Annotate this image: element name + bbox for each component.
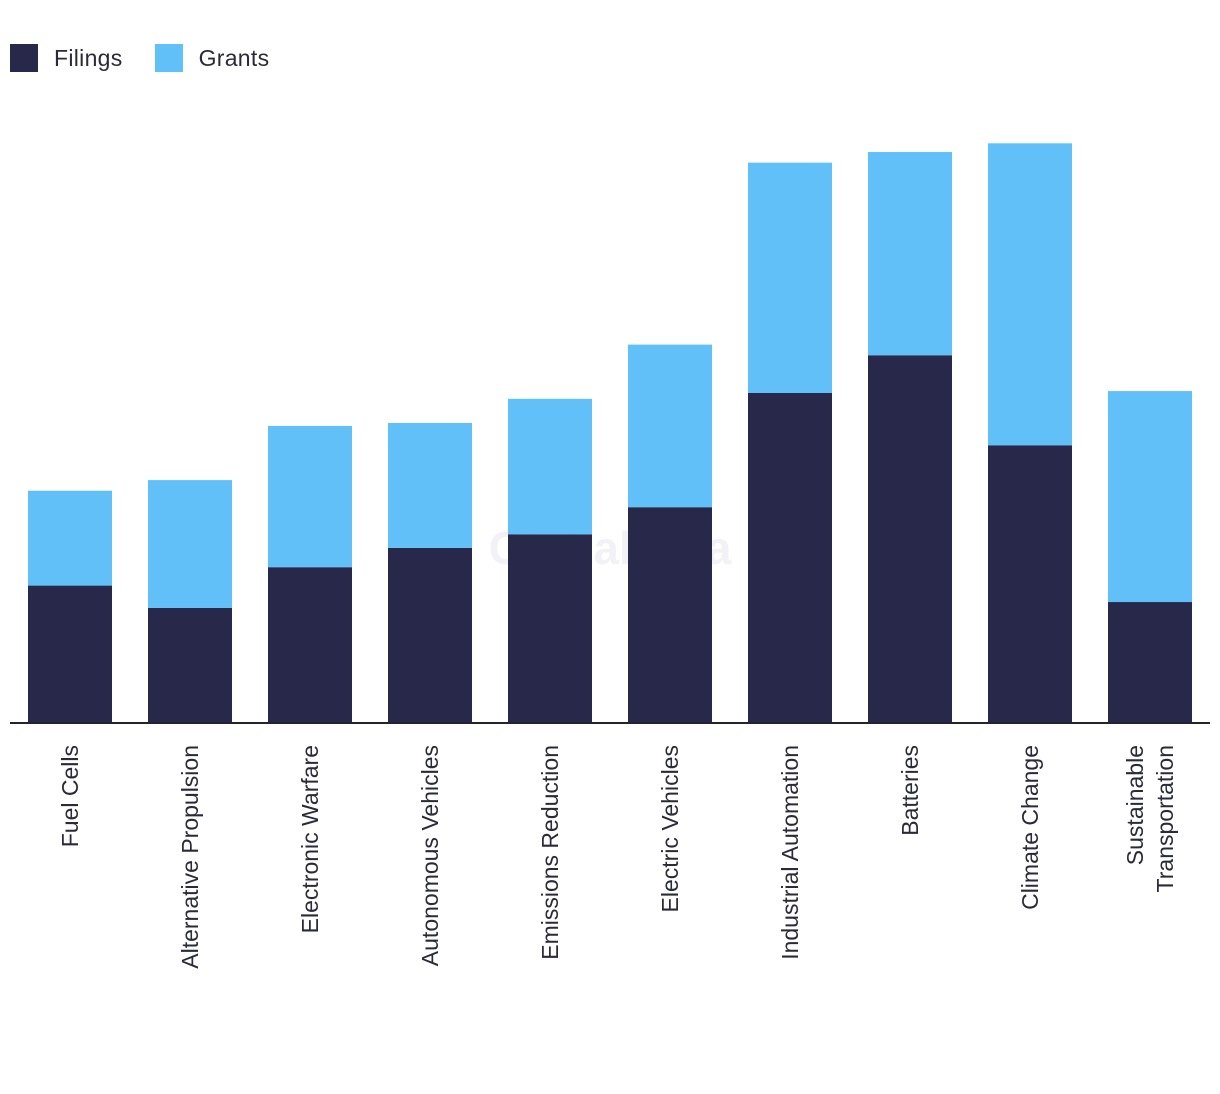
bar-filings-alternative-propulsion[interactable] <box>148 607 232 723</box>
bar-grants-autonomous-vehicles[interactable] <box>388 423 472 548</box>
category-labels-group: Fuel Cells Alternative Propulsion Electron… <box>57 745 1178 969</box>
chart-legend: Filings Grants <box>10 44 301 72</box>
category-label: Climate Change <box>1017 745 1043 910</box>
legend-swatch-grants <box>154 44 183 72</box>
bar-grants-batteries[interactable] <box>868 152 952 356</box>
category-label: Sustainable Transportation <box>1122 745 1178 892</box>
category-label: Batteries <box>897 745 923 836</box>
category-label: Industrial Automation <box>777 745 803 960</box>
bar-grants-emissions-reduction[interactable] <box>508 398 592 535</box>
bar-filings-fuel-cells[interactable] <box>28 585 112 723</box>
bar-grants-electric-vehicles[interactable] <box>628 344 712 508</box>
bar-grants-alternative-propulsion[interactable] <box>148 480 232 608</box>
category-label: Fuel Cells <box>57 745 83 847</box>
bar-grants-climate-change[interactable] <box>988 143 1072 446</box>
bar-filings-industrial-automation[interactable] <box>748 393 832 723</box>
legend-label-grants: Grants <box>198 44 270 71</box>
category-label: Autonomous Vehicles <box>417 745 443 966</box>
category-label: Electronic Warfare <box>297 745 323 933</box>
bars-group <box>28 143 1192 723</box>
bar-filings-batteries[interactable] <box>868 355 952 723</box>
legend-swatch-filings <box>10 44 38 72</box>
legend-item-grants[interactable]: Grants <box>154 44 270 72</box>
legend-label-filings: Filings <box>54 44 123 71</box>
bar-grants-electronic-warfare[interactable] <box>268 425 352 568</box>
category-label: Electric Vehicles <box>657 745 683 912</box>
bar-filings-electric-vehicles[interactable] <box>628 507 712 723</box>
category-label: Emissions Reduction <box>537 745 563 960</box>
bar-grants-sustainable-transportation[interactable] <box>1108 391 1192 603</box>
bar-filings-electronic-warfare[interactable] <box>268 567 352 723</box>
bar-grants-fuel-cells[interactable] <box>28 490 112 586</box>
bar-filings-autonomous-vehicles[interactable] <box>388 547 472 723</box>
bar-filings-sustainable-transportation[interactable] <box>1108 602 1192 723</box>
bar-filings-emissions-reduction[interactable] <box>508 534 592 723</box>
bar-filings-climate-change[interactable] <box>988 445 1072 723</box>
category-label: Alternative Propulsion <box>177 745 203 969</box>
bar-grants-industrial-automation[interactable] <box>748 162 832 393</box>
legend-item-filings[interactable]: Filings <box>10 44 123 72</box>
